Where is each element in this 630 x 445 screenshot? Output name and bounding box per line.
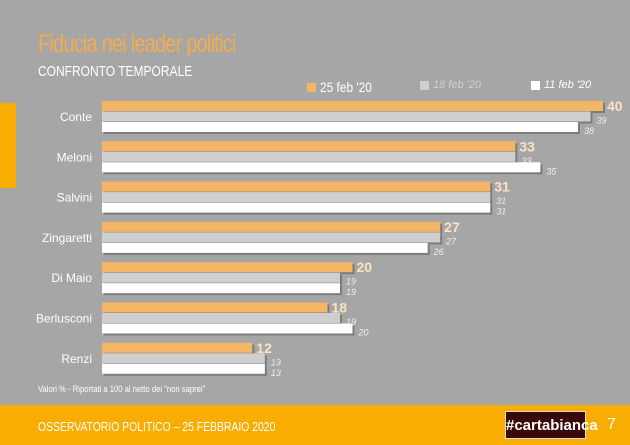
cartabianca-logo: #cartabianca bbox=[505, 411, 598, 439]
data-label: 26 bbox=[433, 247, 444, 257]
bar-11feb20 bbox=[102, 242, 428, 253]
data-label: 27 bbox=[445, 236, 457, 246]
legend-label: 11 feb '20 bbox=[544, 79, 592, 91]
data-label: 20 bbox=[357, 259, 373, 275]
data-label: 39 bbox=[596, 116, 606, 126]
bar-25feb20 bbox=[102, 141, 516, 152]
category-label: Zingaretti bbox=[42, 231, 92, 245]
category-label: Salvini bbox=[57, 191, 92, 205]
bar-18feb20 bbox=[102, 313, 340, 323]
bar-25feb20 bbox=[102, 181, 491, 192]
bar-18feb20 bbox=[102, 111, 591, 122]
data-label: 18 bbox=[331, 300, 347, 316]
data-label: 38 bbox=[584, 126, 594, 136]
data-label: 31 bbox=[496, 207, 506, 217]
bar-11feb20 bbox=[102, 323, 353, 334]
legend-swatch bbox=[531, 80, 540, 90]
footnote: Valori % - Riportati a 100 al netto dei … bbox=[38, 384, 206, 394]
bar-25feb20 bbox=[102, 101, 603, 111]
category-label: Renzi bbox=[61, 352, 92, 366]
bar-11feb20 bbox=[102, 122, 578, 132]
data-label: 33 bbox=[521, 156, 531, 166]
data-label: 12 bbox=[256, 340, 272, 356]
category-label: Di Maio bbox=[51, 271, 92, 285]
bar-25feb20 bbox=[102, 302, 328, 313]
page-number: 7 bbox=[607, 416, 616, 433]
accent-block bbox=[0, 103, 16, 188]
bar-chart: Conte403938Meloni333335Salvini313131Zing… bbox=[36, 98, 623, 378]
footer-text: OSSERVATORIO POLITICO – 25 FEBBRAIO 2020 bbox=[38, 419, 276, 434]
legend-label: 25 feb '20 bbox=[320, 79, 372, 95]
legend-item-25feb: 25 feb '20 bbox=[307, 79, 381, 95]
footer: OSSERVATORIO POLITICO – 25 FEBBRAIO 2020… bbox=[0, 405, 630, 445]
data-label: 27 bbox=[444, 219, 460, 235]
data-label: 19 bbox=[346, 287, 356, 297]
data-label: 13 bbox=[271, 368, 281, 378]
page-subtitle: CONFRONTO TEMPORALE bbox=[38, 63, 193, 80]
bar-25feb20 bbox=[102, 221, 441, 232]
bar-11feb20 bbox=[102, 283, 340, 294]
category-label: Berlusconi bbox=[36, 312, 92, 326]
bar-11feb20 bbox=[102, 202, 491, 213]
category-label: Meloni bbox=[57, 150, 92, 164]
data-label: 19 bbox=[346, 277, 356, 287]
data-label: 35 bbox=[546, 166, 557, 176]
bar-18feb20 bbox=[102, 353, 265, 364]
legend-label: 18 feb '20 bbox=[433, 79, 481, 91]
bar-18feb20 bbox=[102, 232, 441, 243]
bar-18feb20 bbox=[102, 151, 516, 162]
data-label: 33 bbox=[519, 138, 535, 154]
bar-18feb20 bbox=[102, 272, 340, 283]
legend-item-18feb: 18 feb '20 bbox=[420, 79, 481, 91]
data-label: 31 bbox=[496, 196, 506, 206]
legend-item-11feb: 11 feb '20 bbox=[531, 79, 591, 91]
data-label: 20 bbox=[358, 328, 369, 338]
legend-swatch bbox=[420, 80, 429, 90]
bar-25feb20 bbox=[102, 262, 353, 273]
bar-25feb20 bbox=[102, 342, 253, 353]
bar-18feb20 bbox=[102, 192, 491, 203]
data-label: 31 bbox=[494, 179, 510, 195]
page-title: Fiducia nei leader politici bbox=[38, 30, 236, 58]
bar-11feb20 bbox=[102, 162, 541, 173]
legend-swatch bbox=[307, 82, 316, 92]
category-label: Conte bbox=[60, 110, 92, 124]
data-label: 13 bbox=[271, 357, 281, 367]
data-label: 40 bbox=[607, 98, 623, 114]
data-label: 19 bbox=[346, 317, 356, 327]
bar-11feb20 bbox=[102, 363, 265, 374]
